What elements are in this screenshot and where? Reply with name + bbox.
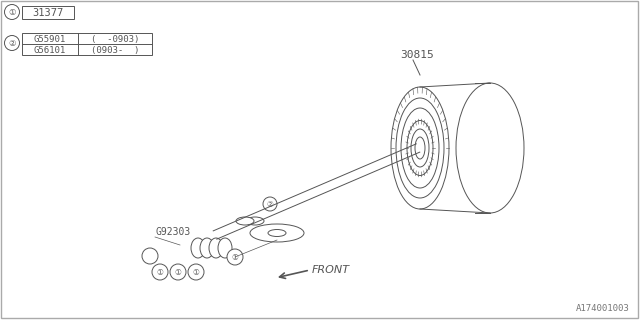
Text: ①: ① [8,8,16,17]
Circle shape [152,264,168,280]
Text: (  -0903): ( -0903) [91,35,139,44]
Ellipse shape [250,224,304,242]
Ellipse shape [191,238,205,258]
Text: ①: ① [157,268,163,277]
Text: A174001003: A174001003 [576,304,630,313]
Circle shape [227,249,243,265]
Text: G92303: G92303 [155,227,190,237]
Bar [22,33,152,55]
Ellipse shape [218,238,232,258]
Ellipse shape [411,129,429,167]
Circle shape [4,36,19,51]
Circle shape [188,264,204,280]
Text: 31377: 31377 [33,8,63,18]
Ellipse shape [407,121,433,175]
Circle shape [146,252,154,260]
Ellipse shape [391,87,449,209]
Bar [22,6,74,19]
Ellipse shape [396,98,444,198]
Ellipse shape [415,137,425,159]
Text: G56101: G56101 [34,45,66,54]
Text: ①: ① [232,253,239,262]
Ellipse shape [456,83,524,213]
Ellipse shape [209,238,223,258]
Circle shape [263,197,277,211]
Ellipse shape [268,229,286,236]
Text: (0903-  ): (0903- ) [91,45,139,54]
Ellipse shape [401,108,439,188]
Ellipse shape [200,238,214,258]
Ellipse shape [236,217,254,225]
Circle shape [142,248,158,264]
Text: ②: ② [267,200,273,209]
Text: G55901: G55901 [34,35,66,44]
Circle shape [170,264,186,280]
Text: ①: ① [175,268,181,277]
Text: FRONT: FRONT [312,265,350,275]
Text: 30815: 30815 [400,50,434,60]
Text: ①: ① [193,268,200,277]
Ellipse shape [246,217,264,225]
Text: ②: ② [8,39,16,48]
Circle shape [4,4,19,20]
